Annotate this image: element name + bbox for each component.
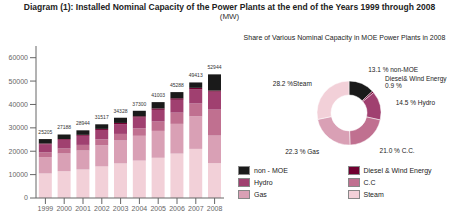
svg-text:40000: 40000 [9,101,29,108]
html-text:Gas: Gas [254,191,267,198]
svg-text:27188: 27188 [57,124,71,130]
html-text:(MW): (MW) [219,12,240,21]
svg-text:1999: 1999 [38,205,54,212]
svg-text:Diesel& Wind Energy0.9 %: Diesel& Wind Energy0.9 % [385,74,447,88]
svg-text:28.2 %Steam: 28.2 %Steam [273,79,312,86]
svg-text:25205: 25205 [38,129,52,135]
svg-text:13.1 % non-MOE: 13.1 % non-MOE [368,66,419,73]
svg-text:0: 0 [24,194,28,201]
html-text:Diagram (1): Installed Nominal: Diagram (1): Installed Nominal Capacity … [23,2,436,12]
svg-text:2001: 2001 [75,205,91,212]
svg-text:37300: 37300 [132,101,146,107]
svg-text:21.0 % C.C.: 21.0 % C.C. [380,146,415,153]
svg-text:60000: 60000 [9,54,29,61]
html-text:Diesel & Wind Energy: Diesel & Wind Energy [363,167,432,174]
html-text:non - MOE: non - MOE [254,167,288,174]
svg-text:34328: 34328 [114,108,128,114]
svg-text:22.3 % Gas: 22.3 % Gas [285,147,320,154]
svg-text:20000: 20000 [9,148,29,155]
html-text:Share of Various Nominal Capac: Share of Various Nominal Capacity in MOE… [243,34,446,41]
svg-text:2003: 2003 [113,205,129,212]
svg-text:2008: 2008 [207,205,223,212]
svg-text:41003: 41003 [151,92,165,98]
svg-text:2007: 2007 [188,205,204,212]
svg-text:45288: 45288 [170,82,184,88]
svg-text:14.5 % Hydro: 14.5 % Hydro [396,98,436,106]
svg-text:2000: 2000 [56,205,72,212]
html-text:C.C: C.C [363,179,376,186]
svg-text:30000: 30000 [9,124,29,131]
svg-text:2006: 2006 [169,205,185,212]
svg-text:50000: 50000 [9,78,29,85]
svg-text:31517: 31517 [95,114,109,120]
svg-text:28944: 28944 [76,120,90,126]
svg-text:52944: 52944 [208,64,222,70]
svg-text:10000: 10000 [9,171,29,178]
svg-text:2005: 2005 [150,205,166,212]
svg-text:2004: 2004 [132,205,148,212]
html-text:Steam: Steam [363,191,384,198]
svg-text:2002: 2002 [94,205,110,212]
svg-text:49413: 49413 [189,72,203,78]
html-text:Hydro: Hydro [254,179,273,186]
